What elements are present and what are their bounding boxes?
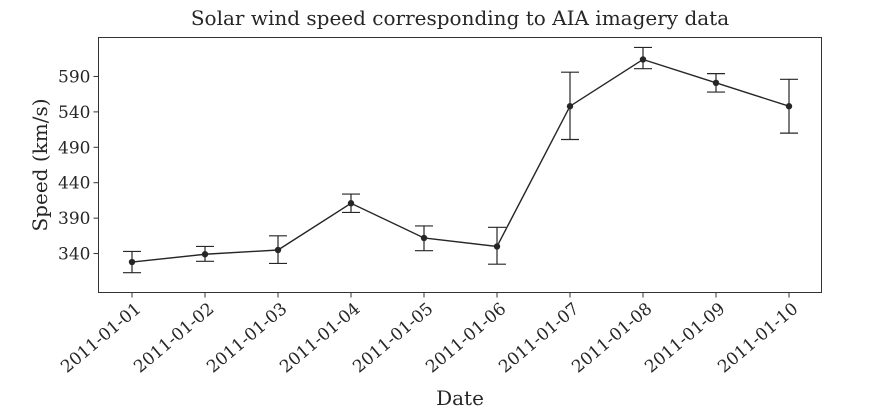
data-point — [712, 79, 720, 87]
y-tick-label: 390 — [58, 209, 90, 229]
plot-area — [98, 37, 822, 293]
y-tick-label: 540 — [58, 103, 90, 123]
x-axis-label: Date — [436, 386, 484, 410]
data-point — [566, 103, 574, 110]
series-line — [131, 58, 790, 263]
data-point — [128, 258, 136, 266]
data-point — [493, 243, 501, 250]
y-tick-label: 490 — [58, 138, 90, 158]
y-axis-label: Speed (km/s) — [28, 98, 52, 231]
data-point — [785, 103, 793, 110]
chart-title: Solar wind speed corresponding to AIA im… — [191, 6, 729, 30]
data-point — [420, 234, 428, 242]
data-point — [201, 251, 209, 258]
data-series — [123, 46, 798, 274]
x-tick-label: 2011-01-10 — [714, 299, 802, 377]
data-point — [274, 246, 282, 254]
data-point — [639, 56, 647, 63]
y-tick-label: 590 — [58, 67, 90, 87]
y-tick-label: 340 — [58, 245, 90, 265]
data-point — [347, 200, 355, 207]
y-tick-label: 440 — [58, 174, 90, 194]
x-axis: 2011-01-012011-01-022011-01-032011-01-04… — [57, 292, 802, 377]
y-axis: 340 390 440 490 540 590 — [58, 67, 99, 265]
